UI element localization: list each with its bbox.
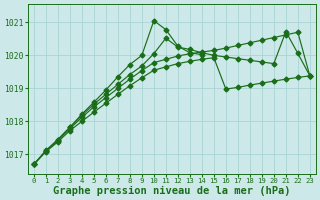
X-axis label: Graphe pression niveau de la mer (hPa): Graphe pression niveau de la mer (hPa): [53, 186, 291, 196]
